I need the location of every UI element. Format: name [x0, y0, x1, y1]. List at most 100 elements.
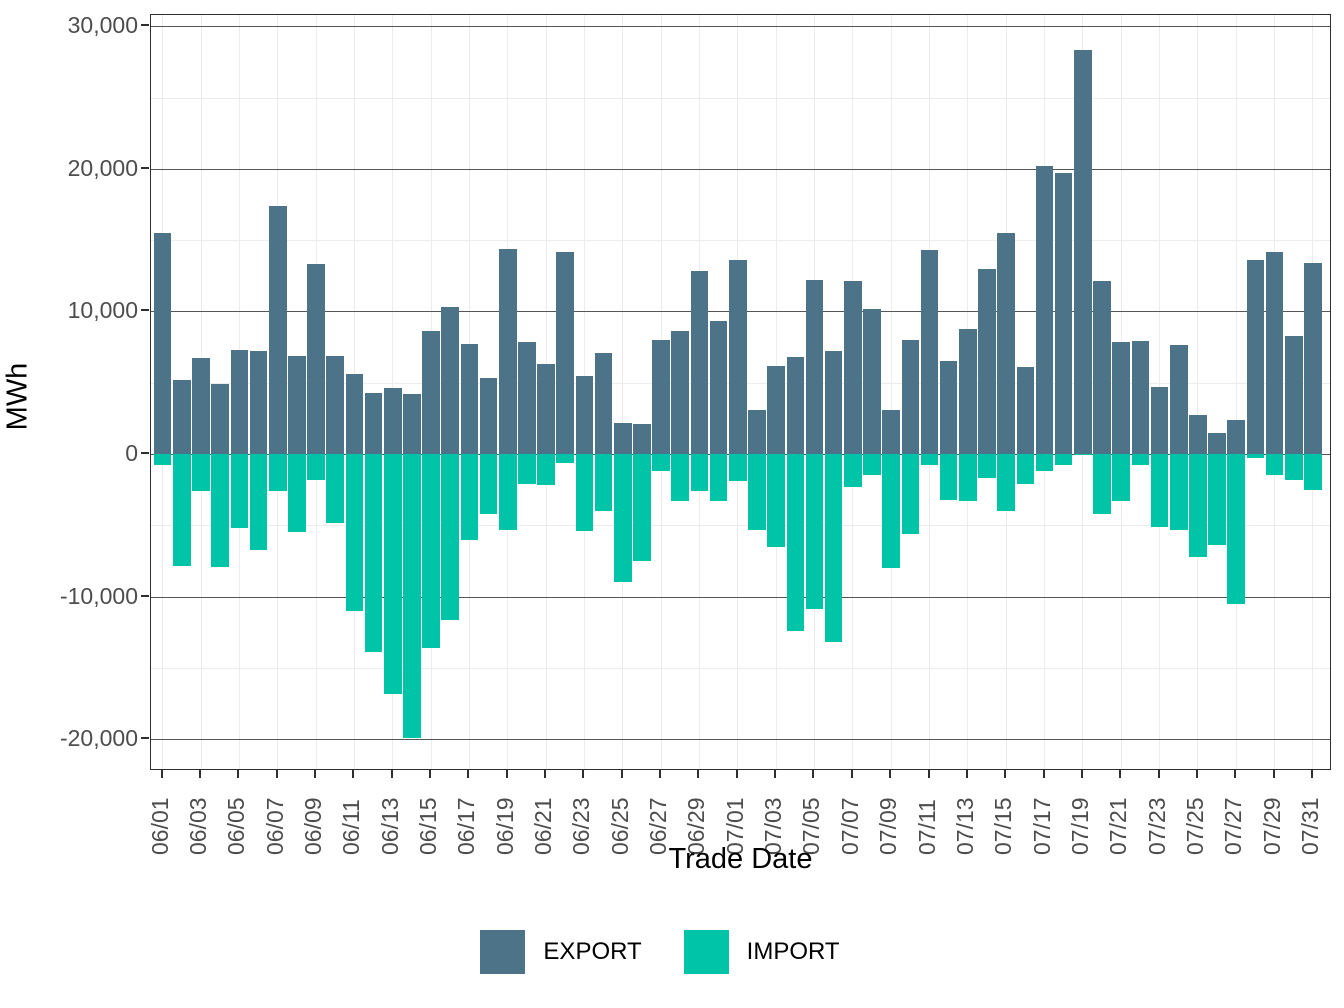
import-bar-06/29 [690, 454, 709, 492]
y-tick-label: 20,000 [67, 154, 138, 181]
import-bar-06/30 [709, 454, 728, 502]
export-bar-06/24 [594, 352, 613, 454]
gridline-vertical [622, 15, 624, 769]
x-tick-mark [927, 770, 930, 778]
export-bar-07/14 [978, 268, 996, 454]
gridline-minor [151, 525, 1330, 527]
x-tick-mark [467, 770, 470, 778]
import-bar-07/17 [1035, 454, 1054, 472]
import-bar-06/26 [633, 454, 651, 561]
x-tick-mark [582, 770, 585, 778]
legend-label-export: EXPORT [543, 938, 642, 965]
export-bar-07/23 [1150, 386, 1169, 454]
import-bar-07/11 [920, 454, 939, 466]
import-bar-07/30 [1284, 454, 1303, 480]
x-tick-mark [352, 770, 355, 778]
import-bar-07/18 [1054, 454, 1073, 466]
export-bar-07/06 [824, 351, 843, 454]
import-bar-06/20 [518, 454, 536, 484]
import-bar-06/25 [613, 454, 632, 583]
import-bar-06/16 [441, 454, 460, 621]
y-tick-mark [141, 452, 149, 454]
export-bar-07/16 [1016, 367, 1035, 454]
import-bar-07/04 [786, 454, 805, 631]
legend-swatch-export [480, 930, 526, 974]
gridline-vertical [1235, 15, 1237, 769]
import-bar-06/13 [383, 454, 402, 694]
export-bar-06/06 [249, 350, 268, 454]
export-bar-07/08 [863, 308, 881, 454]
export-bar-07/22 [1131, 341, 1150, 454]
export-bar-07/10 [901, 339, 920, 454]
x-tick-mark [429, 770, 432, 778]
legend-label-import: IMPORT [746, 938, 840, 965]
x-tick-mark [237, 770, 240, 778]
x-tick-mark [774, 770, 777, 778]
import-bar-07/10 [901, 454, 920, 534]
export-bar-06/21 [537, 364, 555, 454]
export-bar-06/08 [288, 355, 306, 454]
export-bar-06/03 [192, 358, 210, 454]
export-bar-06/07 [268, 205, 287, 454]
export-bar-07/13 [959, 328, 977, 454]
export-bar-06/17 [460, 344, 479, 454]
export-bar-06/02 [173, 379, 191, 454]
import-bar-07/12 [939, 454, 958, 500]
export-bar-07/26 [1208, 433, 1226, 454]
export-bar-07/31 [1304, 262, 1322, 454]
legend: EXPORT IMPORT [0, 930, 1344, 974]
import-bar-07/01 [729, 454, 747, 482]
export-bar-07/25 [1189, 415, 1207, 454]
export-bar-07/24 [1169, 344, 1188, 454]
export-bar-06/15 [422, 331, 440, 454]
y-tick-mark [141, 737, 149, 740]
export-bar-06/01 [153, 232, 172, 454]
y-tick-mark [141, 24, 149, 27]
export-bar-07/30 [1284, 335, 1303, 454]
import-bar-06/01 [153, 454, 172, 466]
export-bar-06/10 [326, 355, 345, 454]
gridline-major [151, 739, 1330, 741]
x-tick-mark [812, 770, 815, 778]
export-bar-06/05 [230, 349, 249, 454]
import-bar-06/17 [460, 454, 479, 540]
x-tick-mark [390, 770, 393, 778]
import-bar-06/12 [364, 454, 383, 653]
gridline-vertical [1197, 15, 1199, 769]
x-tick-mark [1195, 770, 1198, 778]
x-tick-mark [1272, 770, 1275, 778]
import-bar-06/18 [479, 454, 498, 514]
export-bar-06/20 [518, 342, 536, 454]
export-bar-07/17 [1035, 165, 1054, 454]
x-tick-mark [505, 770, 508, 778]
import-bar-06/28 [671, 454, 690, 502]
export-bar-07/19 [1074, 50, 1092, 454]
import-bar-06/24 [594, 454, 613, 512]
export-bar-07/02 [748, 409, 766, 454]
import-bar-06/10 [326, 454, 345, 524]
x-tick-mark [275, 770, 278, 778]
x-tick-mark [1119, 770, 1122, 778]
export-bar-06/11 [345, 374, 364, 454]
export-bar-07/05 [805, 280, 824, 454]
y-tick-label: 30,000 [67, 12, 138, 39]
y-tick-mark [141, 594, 149, 597]
import-bar-07/29 [1265, 454, 1284, 476]
gridline-major [151, 168, 1330, 170]
x-tick-mark [314, 770, 317, 778]
import-bar-06/14 [403, 454, 421, 738]
gridline-major [151, 596, 1330, 598]
y-tick-label: 10,000 [67, 297, 138, 324]
export-bar-07/15 [997, 232, 1015, 454]
y-tick-mark [141, 309, 149, 312]
gridline-minor [151, 240, 1330, 242]
x-tick-mark [965, 770, 968, 778]
import-bar-06/22 [556, 454, 575, 464]
import-bar-06/05 [230, 454, 249, 529]
x-tick-mark [620, 770, 623, 778]
import-bar-06/19 [498, 454, 517, 530]
gridline-major [151, 26, 1330, 28]
export-bar-07/04 [786, 357, 805, 454]
import-bar-06/11 [345, 454, 364, 611]
